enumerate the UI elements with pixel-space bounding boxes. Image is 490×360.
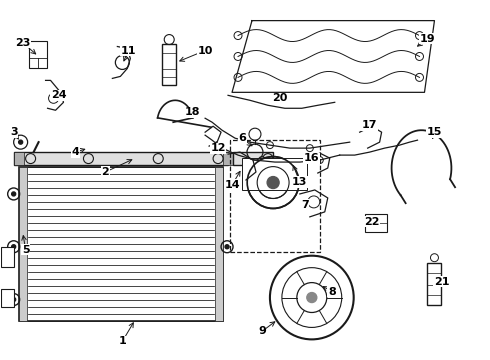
Text: 23: 23 [15,37,30,48]
Text: 9: 9 [258,327,266,336]
Bar [230,140,320,252]
Text: 18: 18 [184,107,200,117]
Text: 7: 7 [301,200,309,210]
Text: 6: 6 [238,133,246,143]
Circle shape [12,298,16,302]
Text: 24: 24 [51,90,66,100]
Text: 13: 13 [292,177,308,187]
Circle shape [19,140,23,144]
Text: 22: 22 [364,217,379,227]
Text: 14: 14 [224,180,240,190]
Text: 5: 5 [22,245,29,255]
Text: 1: 1 [119,336,126,346]
Bar [19,167,223,321]
Text: 15: 15 [427,127,442,137]
Bar [233,152,273,165]
Circle shape [267,176,279,189]
Bar [162,44,176,85]
Text: 8: 8 [328,287,336,297]
Bar [28,41,47,68]
Text: 16: 16 [304,153,319,163]
Bar [223,152,233,165]
Bar [427,263,441,305]
Bar [14,152,228,165]
Text: 2: 2 [101,167,109,177]
Text: 21: 21 [434,276,449,287]
Circle shape [12,192,16,196]
Bar [19,167,26,321]
Circle shape [12,245,16,249]
Text: 12: 12 [210,143,226,153]
Circle shape [225,245,229,249]
Text: 4: 4 [72,147,79,157]
Bar [14,152,24,165]
Bar [215,167,223,321]
Text: 11: 11 [121,45,136,55]
Text: 3: 3 [10,127,18,137]
Text: 10: 10 [197,45,213,55]
Circle shape [307,293,317,302]
Text: 20: 20 [272,93,288,103]
Text: 19: 19 [419,33,435,44]
Circle shape [267,176,279,189]
Bar [0,289,14,306]
Bar [365,214,387,232]
Bar [0,247,14,267]
Bar [242,158,307,190]
Text: 17: 17 [362,120,377,130]
